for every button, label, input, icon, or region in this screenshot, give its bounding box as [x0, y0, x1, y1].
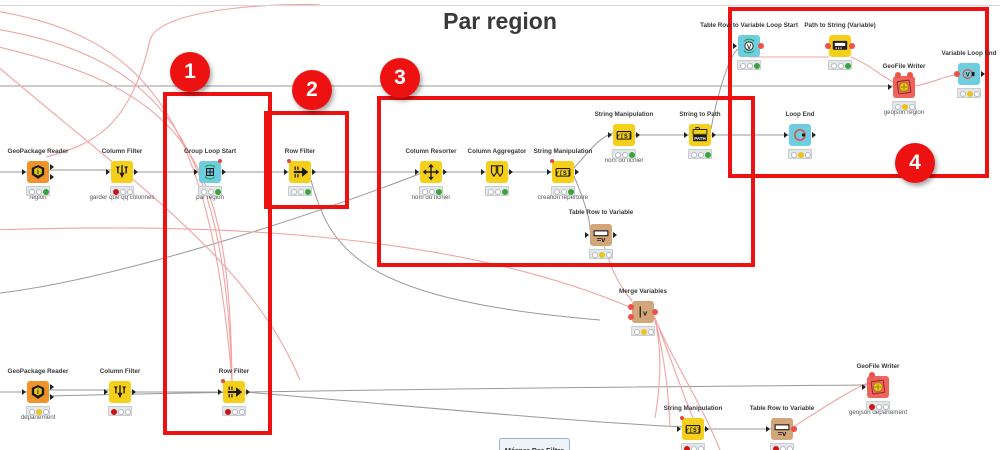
svg-text:i: i [37, 169, 39, 176]
svg-text:PATH: PATH [694, 136, 705, 141]
svg-text:i: i [37, 389, 39, 396]
svg-text:r[S]: r[S] [556, 170, 571, 177]
svg-text:v: v [643, 308, 648, 317]
svg-text:=v: =v [597, 235, 606, 244]
svg-text:r[S]: r[S] [686, 427, 701, 434]
svg-text:=v: =v [778, 429, 787, 438]
svg-text:V: V [747, 44, 752, 51]
svg-text:r[S]: r[S] [617, 133, 632, 140]
